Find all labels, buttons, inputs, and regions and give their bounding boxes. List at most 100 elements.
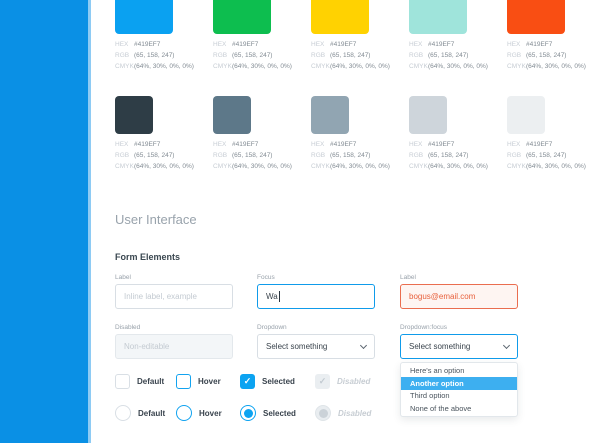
checkbox-label: Selected <box>262 377 295 386</box>
subsection-title-form-elements: Form Elements <box>115 252 181 262</box>
rgb-label: RGB <box>213 52 228 59</box>
rgb-value: (65, 158, 247) <box>526 52 567 59</box>
checkmark-icon[interactable]: ✓ <box>240 374 255 389</box>
hex-value: #419EF7 <box>330 41 357 48</box>
color-swatch-orange <box>507 0 565 34</box>
radio-circle-icon[interactable] <box>115 405 131 421</box>
cmyk-value: (64%, 30%, 0%, 0%) <box>428 63 488 70</box>
cmyk-label: CMYK <box>409 63 428 70</box>
cmyk-value: (64%, 30%, 0%, 0%) <box>526 163 586 170</box>
chevron-down-icon <box>502 341 511 349</box>
dropdown-option-3[interactable]: Third option <box>410 391 450 401</box>
cmyk-value: (64%, 30%, 0%, 0%) <box>134 63 194 70</box>
dropdown-select-focused[interactable]: Select something <box>400 334 518 359</box>
hex-value: #419EF7 <box>330 141 357 148</box>
swatch-card-slate: HEX #419EF7 RGB (65, 158, 247) CMYK(64%, 3… <box>213 96 303 172</box>
cmyk-label: CMYK <box>507 163 526 170</box>
color-swatch-pale-gray <box>507 96 545 134</box>
checkbox-selected[interactable]: ✓ Selected <box>240 374 295 389</box>
dropdown-option-4[interactable]: None of the above <box>410 404 472 414</box>
checkmark-icon: ✓ <box>315 374 330 389</box>
color-swatch-light-slate <box>311 96 349 134</box>
text-cursor <box>278 291 280 302</box>
swatch-card-orange: HEX #419EF7 RGB (65, 158, 247) CMYK(64%, 3… <box>507 0 597 72</box>
text-input-focus[interactable]: Wa <box>257 284 375 309</box>
field-label: Dropdown <box>257 324 287 331</box>
radio-circle-icon[interactable] <box>240 405 256 421</box>
dropdown-option-1[interactable]: Here's an option <box>410 365 465 375</box>
cmyk-label: CMYK <box>115 63 134 70</box>
swatch-card-dark-slate: HEX #419EF7 RGB (65, 158, 247) CMYK(64%, 3… <box>115 96 205 172</box>
hex-label: HEX <box>507 141 521 148</box>
dropdown-option-2-highlighted[interactable]: Another option <box>401 376 517 390</box>
cmyk-value: (64%, 30%, 0%, 0%) <box>232 63 292 70</box>
checkbox-hover[interactable]: Hover <box>176 374 221 389</box>
field-dropdown: Dropdown Select something <box>257 324 375 359</box>
chevron-down-icon <box>359 341 368 349</box>
swatch-meta: HEX #419EF7 RGB (65, 158, 247) CMYK(64%, 3… <box>311 139 401 172</box>
color-swatch-light-gray <box>409 96 447 134</box>
swatch-card-mint: HEX #419EF7 RGB (65, 158, 247) CMYK(64%, 3… <box>409 0 499 72</box>
swatch-meta: HEX #419EF7 RGB (65, 158, 247) CMYK(64%, 3… <box>311 39 401 72</box>
text-input-disabled: Non-editable <box>115 334 233 359</box>
swatch-meta: HEX #419EF7 RGB (65, 158, 247) CMYK(64%, 3… <box>507 39 597 72</box>
field-text-focus: Focus Wa <box>257 274 375 309</box>
hex-value: #419EF7 <box>526 41 553 48</box>
swatch-meta: HEX #419EF7 RGB (65, 158, 247) CMYK(64%, 3… <box>507 139 597 172</box>
field-label: Label <box>115 274 131 281</box>
radio-disabled: Disabled <box>315 405 371 421</box>
rgb-value: (65, 158, 247) <box>330 52 371 59</box>
color-swatch-slate <box>213 96 251 134</box>
radio-dot-icon <box>243 408 253 418</box>
cmyk-label: CMYK <box>409 163 428 170</box>
input-value: Wa <box>266 292 278 301</box>
field-text-error: Label bogus@email.com <box>400 274 518 309</box>
checkbox-label: Hover <box>198 377 221 386</box>
radio-label: Default <box>138 408 166 418</box>
hex-value: #419EF7 <box>428 141 455 148</box>
radio-label: Hover <box>199 408 222 418</box>
rgb-value: (65, 158, 247) <box>428 152 469 159</box>
input-placeholder: Non-editable <box>124 342 170 351</box>
rgb-label: RGB <box>507 52 522 59</box>
cmyk-value: (64%, 30%, 0%, 0%) <box>134 163 194 170</box>
field-label: Dropdown:focus <box>400 324 447 331</box>
radio-circle-icon[interactable] <box>176 405 192 421</box>
cmyk-value: (64%, 30%, 0%, 0%) <box>330 163 390 170</box>
field-label: Label <box>400 274 416 281</box>
rgb-label: RGB <box>311 52 326 59</box>
checkbox-label: Default <box>137 377 165 386</box>
text-input-error[interactable]: bogus@email.com <box>400 284 518 309</box>
cmyk-label: CMYK <box>213 63 232 70</box>
field-text-disabled: Disabled Non-editable <box>115 324 233 359</box>
checkbox-label: Disabled <box>337 377 371 386</box>
radio-label: Selected <box>263 408 296 418</box>
hex-label: HEX <box>409 141 423 148</box>
hex-label: HEX <box>409 41 423 48</box>
checkbox-box-icon[interactable] <box>115 374 130 389</box>
left-accent-sidebar <box>0 0 88 443</box>
swatch-card-pale-gray: HEX #419EF7 RGB (65, 158, 247) CMYK(64%, 3… <box>507 96 597 172</box>
hex-label: HEX <box>213 41 227 48</box>
rgb-value: (65, 158, 247) <box>330 152 371 159</box>
radio-hover[interactable]: Hover <box>176 405 222 421</box>
input-value: bogus@email.com <box>409 292 476 301</box>
swatch-card-green: HEX #419EF7 RGB (65, 158, 247) CMYK(64%, 3… <box>213 0 303 72</box>
radio-selected[interactable]: Selected <box>240 405 296 421</box>
text-input-default[interactable]: Inline label, example <box>115 284 233 309</box>
hex-label: HEX <box>213 141 227 148</box>
input-placeholder: Inline label, example <box>124 292 197 301</box>
radio-default[interactable]: Default <box>115 405 165 421</box>
checkbox-disabled: ✓ Disabled <box>315 374 370 389</box>
color-swatch-blue <box>115 0 173 34</box>
checkbox-default[interactable]: Default <box>115 374 164 389</box>
cmyk-label: CMYK <box>213 163 232 170</box>
dropdown-select[interactable]: Select something <box>257 334 375 359</box>
swatch-card-light-slate: HEX #419EF7 RGB (65, 158, 247) CMYK(64%, 3… <box>311 96 401 172</box>
rgb-value: (65, 158, 247) <box>134 152 175 159</box>
hex-value: #419EF7 <box>232 41 259 48</box>
checkbox-box-icon[interactable] <box>176 374 191 389</box>
field-label: Focus <box>257 274 275 281</box>
swatch-meta: HEX #419EF7 RGB (65, 158, 247) CMYK(64%, 3… <box>409 39 499 72</box>
cmyk-value: (64%, 30%, 0%, 0%) <box>232 163 292 170</box>
